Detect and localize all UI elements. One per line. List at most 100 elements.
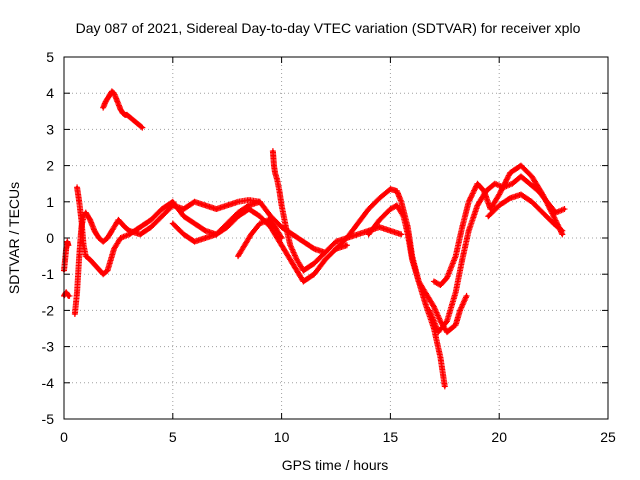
series-arc-early-low <box>61 289 73 299</box>
data-point <box>149 218 153 222</box>
data-point <box>114 97 118 101</box>
data-point <box>423 301 427 305</box>
data-point <box>290 232 294 236</box>
series-arc-c <box>169 198 263 245</box>
series-markers <box>365 202 470 336</box>
data-point <box>84 254 88 258</box>
data-point <box>140 126 144 130</box>
series-arc-b <box>74 184 350 285</box>
x-axis-label: GPS time / hours <box>282 457 389 473</box>
data-point <box>301 240 305 244</box>
data-point <box>106 97 110 101</box>
series-arc-j <box>485 191 566 234</box>
data-point <box>77 254 81 258</box>
data-point <box>82 243 86 247</box>
data-point <box>486 214 490 218</box>
data-point <box>301 279 305 283</box>
series-arc-h <box>430 162 566 289</box>
data-point <box>75 290 79 294</box>
data-point <box>301 269 305 273</box>
data-point <box>528 182 532 186</box>
data-point <box>258 200 262 204</box>
data-point <box>432 279 436 283</box>
data-point <box>182 214 186 218</box>
data-point <box>475 203 479 207</box>
data-point <box>445 319 449 323</box>
data-point <box>284 225 288 229</box>
data-point <box>193 240 197 244</box>
y-tick-label: 1 <box>46 194 54 210</box>
data-point <box>106 236 110 240</box>
data-point <box>203 229 207 233</box>
data-point <box>454 323 458 327</box>
data-point <box>277 189 281 193</box>
series-arc-e <box>269 148 405 274</box>
data-point <box>171 222 175 226</box>
data-point <box>460 225 464 229</box>
data-point <box>160 207 164 211</box>
data-point <box>312 272 316 276</box>
data-point <box>438 319 442 323</box>
x-tick-label: 0 <box>60 429 68 445</box>
data-point <box>552 222 556 226</box>
data-point <box>77 200 81 204</box>
data-point <box>395 203 399 207</box>
data-point <box>160 214 164 218</box>
chart-title: Day 087 of 2021, Sidereal Day-to-day VTE… <box>76 20 581 36</box>
data-point <box>182 207 186 211</box>
data-point <box>271 149 275 153</box>
y-tick-label: 5 <box>46 49 54 65</box>
data-point <box>530 174 534 178</box>
data-point <box>116 218 120 222</box>
data-point <box>530 200 534 204</box>
data-point <box>171 200 175 204</box>
data-point <box>388 229 392 233</box>
data-point <box>541 211 545 215</box>
data-point <box>445 330 449 334</box>
data-point <box>323 250 327 254</box>
y-tick-label: 3 <box>46 121 54 137</box>
data-point <box>112 91 116 95</box>
series-markers <box>269 148 405 274</box>
data-point <box>225 203 229 207</box>
data-point <box>345 243 349 247</box>
data-point <box>101 106 105 110</box>
data-point <box>203 203 207 207</box>
data-point <box>438 283 442 287</box>
data-point <box>334 240 338 244</box>
y-tick-label: -1 <box>42 266 55 282</box>
series-arc-early-mid <box>61 238 72 274</box>
data-point <box>103 100 107 104</box>
data-point <box>88 218 92 222</box>
data-point <box>367 232 371 236</box>
data-point <box>273 171 277 175</box>
data-point <box>101 272 105 276</box>
data-point <box>125 113 129 117</box>
x-tick-label: 15 <box>383 429 399 445</box>
data-point <box>323 258 327 262</box>
data-point <box>101 240 105 244</box>
data-point <box>273 225 277 229</box>
data-point <box>193 222 197 226</box>
data-point <box>388 207 392 211</box>
data-point <box>454 290 458 294</box>
data-point <box>247 203 251 207</box>
data-point <box>519 174 523 178</box>
data-point <box>123 113 127 117</box>
data-point <box>280 203 284 207</box>
data-point <box>488 207 492 211</box>
data-point <box>249 232 253 236</box>
x-tick-label: 5 <box>169 429 177 445</box>
data-point <box>258 222 262 226</box>
data-point <box>497 203 501 207</box>
data-point <box>129 117 133 121</box>
y-tick-label: -5 <box>42 411 55 427</box>
series-arc-f <box>333 186 448 390</box>
data-point <box>182 232 186 236</box>
data-point <box>367 207 371 211</box>
data-point <box>127 115 131 119</box>
data-point <box>417 279 421 283</box>
data-point <box>428 308 432 312</box>
data-point <box>138 124 142 128</box>
